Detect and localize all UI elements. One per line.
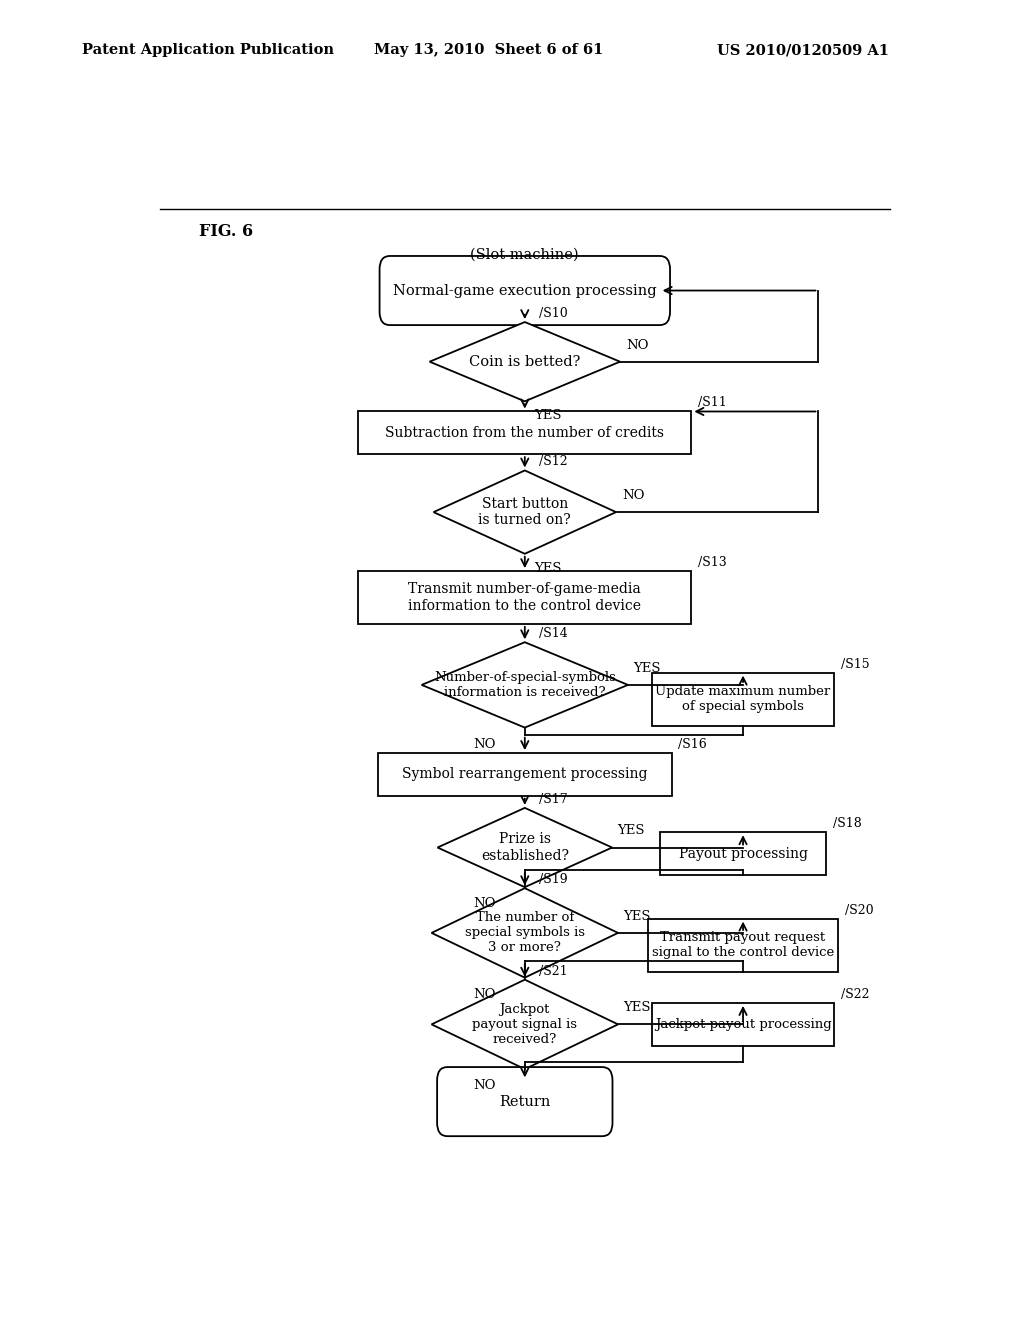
Text: NO: NO [473,738,496,751]
Text: Start button
is turned on?: Start button is turned on? [478,498,571,527]
Text: Return: Return [499,1094,551,1109]
Text: /S21: /S21 [539,965,567,978]
Text: /S17: /S17 [539,793,567,805]
Text: /S19: /S19 [539,873,567,886]
Polygon shape [431,979,618,1069]
Text: NO: NO [473,987,496,1001]
Text: YES: YES [616,825,644,837]
Text: /S16: /S16 [678,738,707,751]
Text: May 13, 2010  Sheet 6 of 61: May 13, 2010 Sheet 6 of 61 [374,44,603,57]
Text: /S18: /S18 [833,817,861,830]
Text: YES: YES [633,661,660,675]
Text: Jackpot payout processing: Jackpot payout processing [654,1018,831,1031]
Text: NO: NO [473,898,496,911]
Text: /S15: /S15 [841,657,869,671]
Text: Normal-game execution processing: Normal-game execution processing [393,284,656,297]
Text: Patent Application Publication: Patent Application Publication [82,44,334,57]
Text: Jackpot
payout signal is
received?: Jackpot payout signal is received? [472,1003,578,1045]
Bar [659,833,826,875]
Text: Subtraction from the number of credits: Subtraction from the number of credits [385,426,665,440]
Bar [652,673,835,726]
Text: Symbol rearrangement processing: Symbol rearrangement processing [402,767,647,781]
Text: Prize is
established?: Prize is established? [481,833,568,862]
Bar [648,919,839,972]
Text: /S13: /S13 [697,556,727,569]
Text: /S11: /S11 [697,396,727,409]
Text: NO: NO [623,488,645,502]
Text: Transmit number-of-game-media
information to the control device: Transmit number-of-game-media informatio… [409,582,641,612]
Text: YES: YES [623,909,650,923]
Polygon shape [430,322,620,401]
Text: FIG. 6: FIG. 6 [200,223,254,240]
FancyBboxPatch shape [437,1067,612,1137]
Text: Update maximum number
of special symbols: Update maximum number of special symbols [655,685,830,713]
Text: YES: YES [623,1001,650,1014]
Bar [358,412,691,454]
Text: /S22: /S22 [841,987,869,1001]
Text: YES: YES [535,409,562,422]
Polygon shape [437,808,612,887]
Text: NO: NO [627,338,649,351]
Polygon shape [422,643,628,727]
Text: Number-of-special-symbols
information is received?: Number-of-special-symbols information is… [434,671,615,698]
Bar [378,752,672,796]
Polygon shape [433,470,616,554]
Text: YES: YES [535,562,562,576]
Text: Transmit payout request
signal to the control device: Transmit payout request signal to the co… [652,931,835,960]
Polygon shape [431,888,618,978]
Text: /S12: /S12 [539,455,567,469]
Bar [652,1003,835,1045]
Text: The number of
special symbols is
3 or more?: The number of special symbols is 3 or mo… [465,911,585,954]
Text: Payout processing: Payout processing [679,846,808,861]
Text: /S10: /S10 [539,308,568,319]
Text: (Slot machine): (Slot machine) [470,248,580,261]
Text: Coin is betted?: Coin is betted? [469,355,581,368]
FancyBboxPatch shape [380,256,670,325]
Text: /S20: /S20 [845,904,873,916]
Text: NO: NO [473,1080,496,1092]
Text: US 2010/0120509 A1: US 2010/0120509 A1 [717,44,889,57]
Text: /S14: /S14 [539,627,568,640]
Bar [358,572,691,624]
